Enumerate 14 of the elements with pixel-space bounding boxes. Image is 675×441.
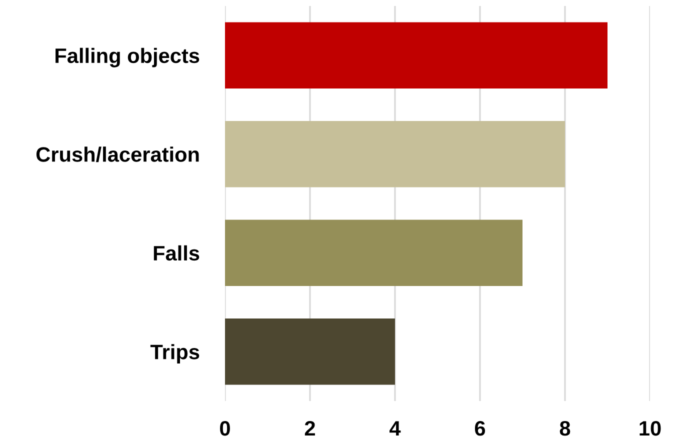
bar: [225, 22, 608, 88]
x-tick-label: 0: [220, 420, 230, 436]
y-tick-label: Trips: [150, 344, 200, 364]
bar: [225, 220, 522, 286]
bar: [225, 121, 565, 188]
y-tick-label: Crush/laceration: [36, 146, 199, 162]
x-tick-label: 2: [304, 420, 315, 436]
y-tick-label: Falls: [154, 245, 200, 261]
x-tick-label: 10: [640, 420, 661, 436]
x-tick-label: 4: [390, 421, 401, 436]
x-tick-label: 8: [560, 420, 570, 436]
y-tick-label: Falling objects: [56, 48, 200, 68]
bar: [225, 318, 395, 385]
x-tick-label: 6: [474, 420, 486, 436]
